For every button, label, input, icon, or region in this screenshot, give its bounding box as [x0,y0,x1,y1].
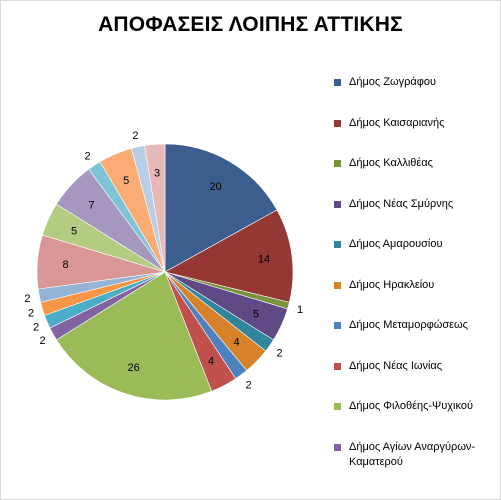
legend: Δήμος Ζωγράφου Δήμος Καισαριανής Δήμος Καλ… [334,75,499,480]
legend-label: Δήμος Ζωγράφου [349,76,436,88]
legend-swatch [334,160,341,167]
legend-item-10: Δήμος Αγίων Αναργύρων-Καματερού [334,440,499,481]
legend-item-3: Δήμος Καλλιθέας [334,156,499,197]
data-label-12: 2 [28,307,34,319]
legend-swatch [334,241,341,248]
legend-swatch [334,362,341,370]
data-label-17: 2 [85,150,91,162]
data-label-2: 14 [258,254,270,266]
data-label-13: 2 [24,293,30,305]
legend-label: Δήμος Καλλιθέας [349,157,433,169]
data-label-8: 4 [208,356,214,368]
legend-item-6: Δήμος Ηρακλείου [334,278,499,319]
legend-swatch [334,443,341,451]
legend-item-7: Δήμος Μεταμορφώσεως [334,318,499,359]
data-label-14: 8 [62,259,68,271]
legend-item-5: Δήμος Αμαρουσίου [334,237,499,278]
legend-item-8: Δήμος Νέας Ιωνίας [334,359,499,400]
data-label-10: 2 [39,335,45,347]
legend-item-2: Δήμος Καισαριανής [334,116,499,157]
legend-label: Δήμος Νέας Σμύρνης [349,197,454,210]
data-label-5: 2 [277,348,283,360]
pie-slice-2 [164,209,294,303]
legend-swatch [334,79,341,86]
legend-label: Δήμος Νέας Ιωνίας [349,359,443,372]
legend-swatch [334,403,341,410]
legend-label: Δήμος Καισαριανής [349,116,445,129]
legend-swatch [334,281,341,289]
legend-swatch [334,119,341,127]
pie-slice-9 [56,271,212,401]
data-label-18: 5 [123,175,129,187]
legend-label: Δήμος Ηρακλείου [349,278,435,291]
legend-swatch [334,200,341,208]
legend-label: Δήμος Αμαρουσίου [349,238,443,250]
data-label-11: 2 [33,321,39,333]
data-label-4: 5 [253,308,259,320]
legend-item-1: Δήμος Ζωγράφου [334,75,499,116]
data-label-1: 20 [210,181,222,193]
data-label-15: 5 [71,226,77,238]
pie-slice-1 [164,143,278,273]
data-label-3: 1 [297,304,303,316]
legend-label: Δήμος Αγίων Αναργύρων-Καματερού [349,440,476,468]
pie-slice-20 [144,143,166,273]
data-label-6: 4 [233,337,239,349]
data-label-16: 7 [89,199,95,211]
data-label-20: 3 [154,168,160,180]
data-label-19: 2 [132,130,138,142]
legend-label: Δήμος Φιλοθέης-Ψυχικού [349,400,473,412]
legend-item-9: Δήμος Φιλοθέης-Ψυχικού [334,399,499,440]
chart-title: ΑΠΟΦΑΣΕΙΣ ΛΟΙΠΗΣ ΑΤΤΙΚΗΣ [98,13,403,36]
legend-swatch [334,322,341,329]
data-label-7: 2 [245,379,251,391]
legend-item-4: Δήμος Νέας Σμύρνης [334,197,499,238]
data-label-9: 26 [127,362,139,374]
legend-label: Δήμος Μεταμορφώσεως [349,319,468,331]
